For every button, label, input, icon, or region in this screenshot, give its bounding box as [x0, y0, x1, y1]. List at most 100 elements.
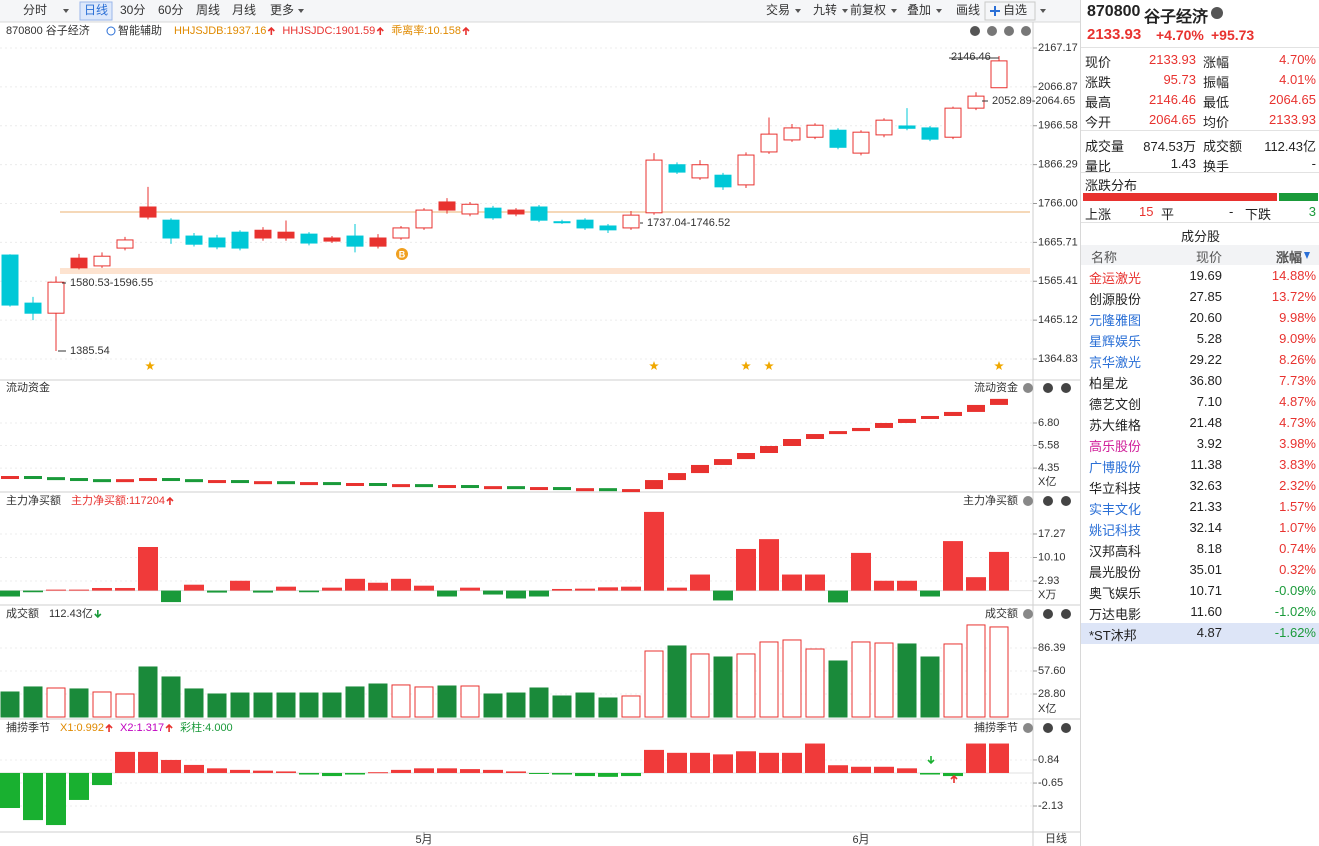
stock-name[interactable]: 苏大维格 — [1089, 418, 1142, 433]
value-bar — [736, 548, 756, 591]
tool-button[interactable]: 画线 — [956, 3, 980, 17]
stock-name[interactable]: 创源股份 — [1089, 292, 1142, 307]
panel-icon[interactable] — [1043, 609, 1053, 619]
tool-button[interactable]: 前复权 — [850, 2, 886, 17]
flow-bar — [783, 439, 801, 446]
chart-control[interactable] — [987, 26, 997, 36]
stock-name[interactable]: 汉邦高科 — [1089, 544, 1142, 559]
y-tick-label: 10.10 — [1038, 551, 1066, 563]
panel-title: 流动资金 — [6, 380, 50, 394]
y-tick-label: 2066.87 — [1038, 81, 1078, 93]
stock-name[interactable]: 奥飞娱乐 — [1089, 586, 1142, 601]
stock-code: 870800 — [1087, 3, 1141, 20]
value-bar — [184, 584, 204, 591]
quote-label: 振幅 — [1203, 75, 1230, 90]
candle-body — [852, 131, 870, 154]
tool-button[interactable]: 自选 — [1003, 3, 1027, 17]
stock-name[interactable]: 星辉娱乐 — [1089, 334, 1142, 349]
period-button[interactable]: 周线 — [196, 3, 220, 17]
chart-control[interactable] — [970, 26, 980, 36]
y-tick-label: 28.80 — [1038, 688, 1066, 700]
period-button[interactable]: 30分 — [120, 3, 145, 17]
stock-change: 1.57% — [1279, 499, 1316, 514]
panel-icon[interactable] — [1061, 723, 1071, 733]
y-tick-label: 1364.83 — [1038, 353, 1078, 365]
chart-control[interactable] — [1021, 26, 1031, 36]
period-button[interactable]: 更多 — [270, 3, 294, 17]
volume-bar — [690, 653, 710, 718]
y-tick-label: 6.80 — [1038, 417, 1059, 429]
stock-name[interactable]: 金运激光 — [1089, 271, 1142, 286]
dist-label: 上涨 — [1085, 207, 1112, 222]
panel-title-right: 流动资金 — [974, 380, 1018, 394]
period-button[interactable]: 分时 — [23, 3, 47, 17]
period-label[interactable]: 日线 — [1045, 831, 1067, 845]
stock-name[interactable]: 广博股份 — [1089, 460, 1142, 475]
period-button[interactable]: 60分 — [158, 3, 183, 17]
value-bar — [46, 772, 66, 826]
tool-button[interactable]: 九转 — [813, 2, 837, 17]
stock-name[interactable]: 华立科技 — [1089, 481, 1142, 496]
table-header[interactable]: 名称 — [1091, 250, 1118, 265]
dropdown-icon — [842, 9, 848, 13]
stock-name[interactable]: *ST沐邦 — [1089, 628, 1137, 643]
panel-icon[interactable] — [1043, 383, 1053, 393]
volume-bar — [253, 692, 273, 718]
up-arrow — [105, 723, 113, 732]
table-header[interactable]: 现价 — [1195, 250, 1222, 265]
quote-value: 2146.46 — [1149, 92, 1196, 107]
selected-row[interactable] — [1081, 623, 1319, 644]
volume-bar — [897, 643, 917, 718]
stock-change: -0.09% — [1274, 583, 1316, 598]
value-bar — [437, 590, 457, 597]
panel-icon[interactable] — [1061, 496, 1071, 506]
info-icon[interactable] — [1211, 7, 1223, 19]
stock-name[interactable]: 万达电影 — [1089, 607, 1142, 622]
period-button[interactable]: 月线 — [232, 3, 256, 17]
stock-name[interactable]: 高乐股份 — [1089, 439, 1142, 454]
panel-icon[interactable] — [1023, 383, 1033, 393]
stock-name[interactable]: 京华激光 — [1089, 355, 1142, 370]
volume-bar — [920, 656, 940, 718]
value-bar — [897, 580, 917, 591]
tool-button[interactable]: 交易 — [766, 2, 790, 17]
separator — [1081, 172, 1319, 173]
flow-bar — [852, 427, 870, 432]
panel-icon[interactable] — [1023, 609, 1033, 619]
value-bar — [713, 754, 733, 773]
stock-name[interactable]: 晨光股份 — [1089, 565, 1142, 580]
stock-name[interactable]: 德艺文创 — [1089, 397, 1142, 412]
value-bar — [391, 578, 411, 591]
sort-arrow[interactable] — [1304, 252, 1310, 259]
stock-change: -1.62% — [1274, 625, 1316, 640]
candle-body — [576, 219, 594, 229]
support-band — [60, 268, 1030, 274]
quote-value: 112.43亿 — [1264, 139, 1316, 154]
period-button[interactable]: 日线 — [84, 3, 108, 17]
stock-name[interactable]: 元隆雅图 — [1089, 313, 1142, 328]
y-unit: X万 — [1038, 589, 1056, 601]
tool-button[interactable]: 叠加 — [907, 3, 931, 17]
y-tick-label: -0.65 — [1038, 777, 1063, 789]
stock-name[interactable]: 姚记科技 — [1089, 523, 1142, 538]
stock-name[interactable]: 柏星龙 — [1089, 376, 1129, 391]
panel-icon[interactable] — [1023, 723, 1033, 733]
panel-icon[interactable] — [1061, 383, 1071, 393]
stock-name[interactable]: 实丰文化 — [1089, 502, 1142, 517]
value-bar — [943, 541, 963, 591]
quote-label: 量比 — [1085, 159, 1112, 174]
table-header[interactable]: 涨幅 — [1275, 250, 1302, 265]
flow-bar — [1, 476, 19, 480]
panel-icon[interactable] — [1023, 496, 1033, 506]
panel-icon[interactable] — [1043, 723, 1053, 733]
value-bar — [598, 587, 618, 591]
x-tick-label: 5月 — [415, 834, 432, 846]
value-bar — [276, 586, 296, 591]
y-tick-label: 57.60 — [1038, 665, 1066, 677]
panel-icon[interactable] — [1043, 496, 1053, 506]
chart-control[interactable] — [1004, 26, 1014, 36]
panel-icon[interactable] — [1061, 609, 1071, 619]
chart-area: 分时 日线 30分 60分 周线 月线 更多 交易 九转 前复权 叠加 画线 自选2167.172066… — [0, 0, 1080, 846]
flow-bar — [737, 452, 755, 460]
